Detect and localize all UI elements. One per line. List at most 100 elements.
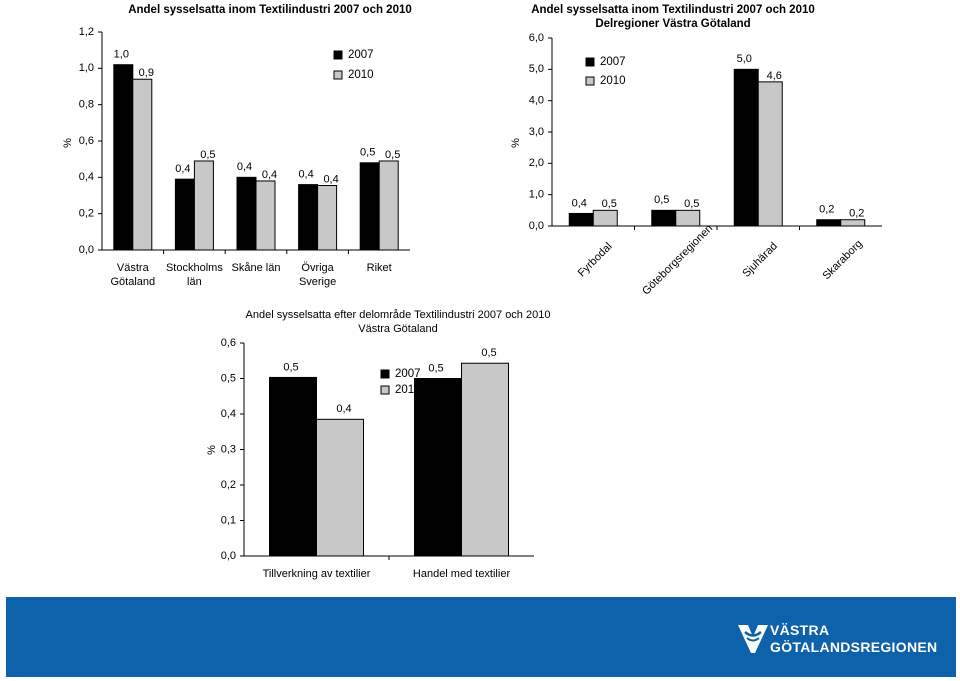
bar-2010-1 xyxy=(316,418,364,557)
chart-2: Andel sysselsatta inom Textilindustri 20… xyxy=(510,4,882,297)
chart-title: Andel sysselsatta inom Textilindustri 20… xyxy=(128,4,412,16)
x-tick-label: Sjuhärad xyxy=(740,240,780,280)
y-tick-label: 0,2 xyxy=(221,479,236,491)
y-axis-title: % xyxy=(510,138,522,148)
data-label: 0,5 xyxy=(360,147,375,159)
data-label: 5,0 xyxy=(737,53,752,65)
bar-2010-2 xyxy=(193,160,214,251)
y-tick-label: 0,0 xyxy=(79,244,94,256)
x-tick-label: Stockholms xyxy=(166,262,223,274)
x-tick-label: Göteborgsregionen xyxy=(640,222,715,297)
bar-2010-4 xyxy=(840,219,866,227)
vgregion-emblem-icon xyxy=(738,625,768,653)
data-label: 1,0 xyxy=(114,49,129,61)
legend-swatch xyxy=(333,70,343,80)
x-tick-label: Övriga xyxy=(301,262,334,274)
bar-2010-3 xyxy=(255,180,276,251)
y-tick-label: 3,0 xyxy=(529,126,544,138)
x-tick-label: Handel med textilier xyxy=(413,568,511,580)
legend-swatch xyxy=(333,50,343,60)
y-tick-label: 6,0 xyxy=(529,32,544,44)
legend-label: 2007 xyxy=(395,368,421,380)
x-tick-label: Sverige xyxy=(299,276,336,288)
data-label: 0,5 xyxy=(385,149,400,161)
bar-2010-2 xyxy=(675,209,701,227)
y-axis-title: % xyxy=(62,138,74,148)
x-tick-label: Tillverkning av textilier xyxy=(263,568,371,580)
bar-2007-2 xyxy=(174,178,195,251)
logo-line-2: GÖTALANDSREGIONEN xyxy=(770,639,938,655)
x-tick-label: Skåne län xyxy=(232,262,281,274)
data-label: 0,4 xyxy=(572,197,587,209)
bar-2010-5 xyxy=(378,160,399,251)
bar-2007-5 xyxy=(359,162,380,251)
bar-2010-1 xyxy=(592,209,618,227)
data-label: 0,2 xyxy=(819,204,834,216)
y-tick-label: 0,6 xyxy=(79,135,94,147)
legend-swatch xyxy=(380,369,390,379)
data-label: 0,4 xyxy=(323,173,338,185)
bar-2007-1 xyxy=(568,212,594,227)
y-tick-label: 2,0 xyxy=(529,157,544,169)
y-tick-label: 0,1 xyxy=(221,514,236,526)
y-tick-label: 0,8 xyxy=(79,99,94,111)
y-tick-label: 0,2 xyxy=(79,208,94,220)
x-tick-label: Götaland xyxy=(110,276,155,288)
y-tick-label: 0,3 xyxy=(221,443,236,455)
legend-swatch xyxy=(380,385,390,395)
vgregion-logo-text: VÄSTRA GÖTALANDSREGIONEN xyxy=(770,622,937,656)
data-label: 0,5 xyxy=(428,362,443,374)
legend-label: 2010 xyxy=(348,69,374,81)
legend-label: 2007 xyxy=(348,49,374,61)
bar-2007-4 xyxy=(816,219,842,227)
bar-2007-2 xyxy=(651,209,677,227)
x-tick-label: Riket xyxy=(367,262,392,274)
data-label: 0,4 xyxy=(237,161,252,173)
data-label: 0,5 xyxy=(283,361,298,373)
data-label: 0,5 xyxy=(654,194,669,206)
x-tick-label: Skaraborg xyxy=(820,238,864,282)
y-tick-label: 0,0 xyxy=(221,550,236,562)
data-label: 0,5 xyxy=(200,149,215,161)
x-tick-label: Västra xyxy=(117,262,150,274)
data-label: 0,9 xyxy=(139,67,154,79)
data-label: 0,4 xyxy=(262,169,277,181)
data-label: 0,4 xyxy=(298,169,313,181)
y-tick-label: 0,4 xyxy=(221,408,236,420)
chart-title: Andel sysselsatta efter delområde Textil… xyxy=(246,309,551,321)
data-label: 0,5 xyxy=(481,347,496,359)
bar-2007-1 xyxy=(113,64,134,251)
chart-1: Andel sysselsatta inom Textilindustri 20… xyxy=(62,4,412,288)
y-tick-label: 0,5 xyxy=(221,372,236,384)
legend-swatch xyxy=(585,57,595,67)
charts-canvas: Andel sysselsatta inom Textilindustri 20… xyxy=(62,4,882,580)
logo-line-1: VÄSTRA xyxy=(770,622,830,638)
footer-banner: VÄSTRA GÖTALANDSREGIONEN xyxy=(6,597,956,677)
bar-2007-3 xyxy=(733,68,759,227)
y-tick-label: 1,0 xyxy=(79,62,94,74)
bar-2007-1 xyxy=(269,376,317,557)
y-tick-label: 0,6 xyxy=(221,337,236,349)
data-label: 0,2 xyxy=(849,208,864,220)
x-tick-label: Fyrbodal xyxy=(576,241,615,280)
y-tick-label: 4,0 xyxy=(529,95,544,107)
bar-2010-2 xyxy=(461,362,509,557)
y-tick-label: 0,0 xyxy=(529,220,544,232)
y-tick-label: 1,0 xyxy=(529,189,544,201)
x-tick-label: län xyxy=(187,276,202,288)
chart-subtitle: Västra Götaland xyxy=(358,323,438,335)
bar-2010-4 xyxy=(317,185,338,251)
legend-label: 2010 xyxy=(600,75,626,87)
bar-2010-1 xyxy=(132,78,153,251)
bar-2007-3 xyxy=(236,176,257,251)
legend-swatch xyxy=(585,76,595,86)
y-tick-label: 0,4 xyxy=(79,171,94,183)
data-label: 4,6 xyxy=(767,70,782,82)
bar-2010-3 xyxy=(757,81,783,227)
y-axis-title: % xyxy=(206,445,218,455)
data-label: 0,4 xyxy=(175,163,190,175)
legend-label: 2010 xyxy=(395,384,421,396)
chart-subtitle: Delregioner Västra Götaland xyxy=(595,18,750,30)
bar-2007-4 xyxy=(298,184,319,251)
bar-2007-2 xyxy=(414,378,462,557)
